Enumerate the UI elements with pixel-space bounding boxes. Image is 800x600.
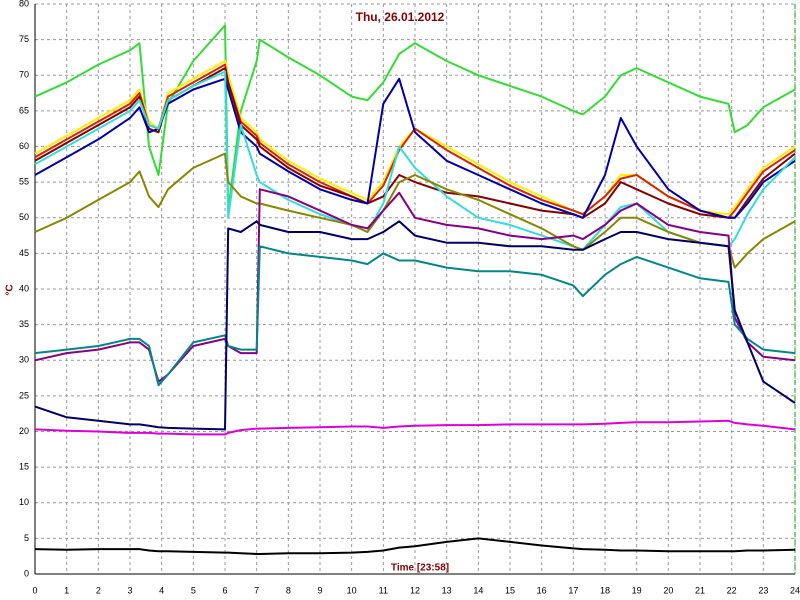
- x-tick-label: 13: [442, 585, 452, 595]
- y-tick-label: 45: [19, 248, 29, 258]
- x-tick-label: 17: [568, 585, 578, 595]
- y-tick-label: 50: [19, 212, 29, 222]
- x-tick-label: 18: [600, 585, 610, 595]
- x-tick-label: 19: [632, 585, 642, 595]
- x-tick-label: 10: [347, 585, 357, 595]
- x-tick-label: 5: [191, 585, 196, 595]
- x-axis-label: Time [23:58]: [391, 563, 449, 574]
- x-tick-label: 23: [758, 585, 768, 595]
- y-tick-label: 10: [19, 497, 29, 507]
- x-tick-label: 2: [96, 585, 101, 595]
- series-line: [34, 24, 796, 212]
- y-tick-label: 5: [24, 533, 29, 543]
- x-tick-label: 7: [254, 585, 259, 595]
- x-tick-label: 21: [695, 585, 705, 595]
- x-tick-label: 6: [222, 585, 227, 595]
- y-tick-label: 65: [19, 105, 29, 115]
- x-tick-label: 4: [159, 585, 164, 595]
- chart-title: Thu, 26.01.2012: [356, 10, 445, 24]
- x-tick-label: 12: [410, 585, 420, 595]
- x-tick-label: 11: [379, 585, 388, 595]
- y-tick-label: 0: [24, 568, 29, 578]
- series-line: [34, 537, 796, 555]
- y-tick-label: 20: [19, 426, 29, 436]
- y-tick-label: 55: [19, 177, 29, 187]
- y-tick-label: 60: [19, 141, 29, 151]
- x-tick-label: 8: [286, 585, 291, 595]
- x-tick-label: 14: [473, 585, 483, 595]
- y-tick-label: 35: [19, 319, 29, 329]
- y-tick-label: 25: [19, 390, 29, 400]
- x-tick-label: 22: [727, 585, 737, 595]
- y-tick-label: 75: [19, 34, 29, 44]
- series-line: [34, 419, 796, 436]
- series-line: [34, 67, 796, 219]
- x-tick-label: 1: [64, 585, 69, 595]
- series-line: [34, 220, 796, 431]
- y-tick-label: 80: [19, 0, 29, 8]
- y-tick-label: 15: [19, 462, 29, 472]
- x-tick-label: 3: [127, 585, 132, 595]
- y-tick-label: 30: [19, 355, 29, 365]
- x-tick-label: 16: [537, 585, 547, 595]
- y-tick-label: 40: [19, 283, 29, 293]
- series-line: [34, 245, 796, 387]
- x-tick-label: 20: [663, 585, 673, 595]
- y-tick-label: 70: [19, 70, 29, 80]
- x-tick-label: 9: [317, 585, 322, 595]
- y-axis-label: °C: [5, 284, 16, 295]
- x-tick-label: 15: [505, 585, 515, 595]
- x-tick-label: 24: [790, 585, 800, 595]
- x-tick-label: 0: [32, 585, 37, 595]
